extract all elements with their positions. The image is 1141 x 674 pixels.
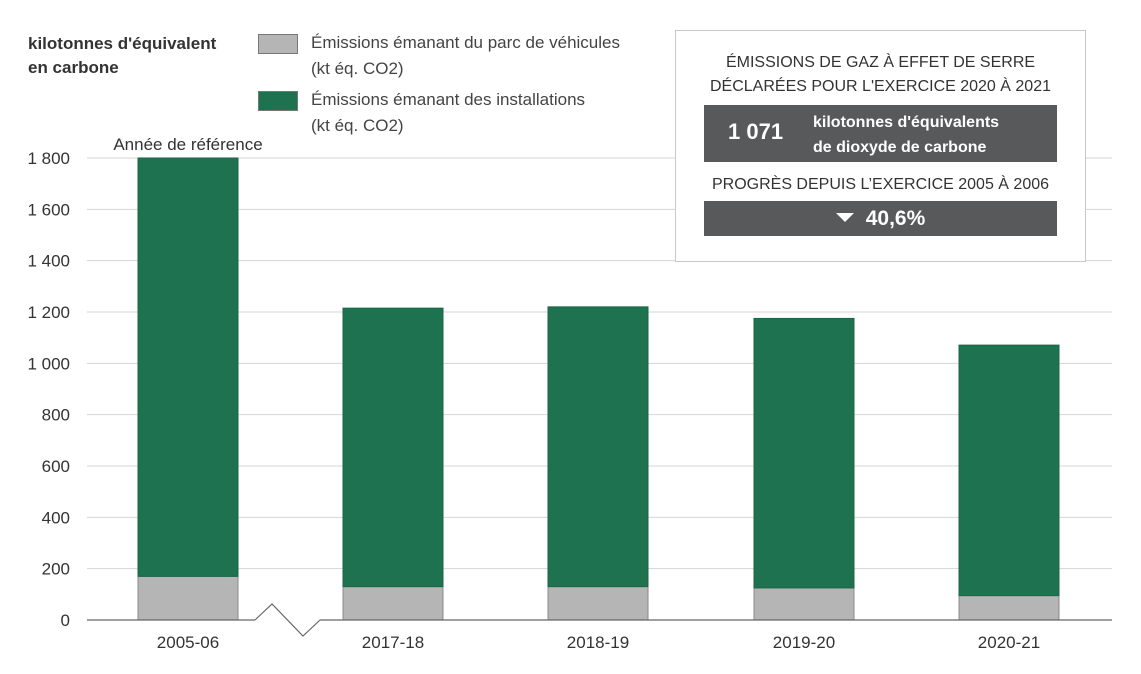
legend-label-installations-line1: Émissions émanant des installations xyxy=(311,90,586,109)
y-tick-label: 400 xyxy=(42,508,70,527)
total-emissions-unit-line2: de dioxyde de carbone xyxy=(813,139,987,156)
y-tick-label: 1 000 xyxy=(27,354,70,373)
bar-installations xyxy=(342,307,444,588)
x-axis xyxy=(87,603,1112,637)
x-tick-label: 2005-06 xyxy=(157,633,219,652)
y-axis-title-line2: en carbone xyxy=(28,58,119,77)
legend-item-installations: Émissions émanant des installations (kt … xyxy=(311,87,585,139)
y-axis-title: kilotonnes d'équivalent en carbone xyxy=(28,32,258,80)
bar-vehicles xyxy=(137,575,239,621)
y-tick-label: 0 xyxy=(61,611,70,630)
x-tick-label: 2017-18 xyxy=(362,633,424,652)
x-tick-labels: 2005-06 2017-18 2018-19 2019-20 2020-21 xyxy=(157,633,1040,652)
bar-vehicles xyxy=(342,586,444,621)
y-tick-label: 600 xyxy=(42,457,70,476)
legend-swatch-vehicles xyxy=(258,34,298,54)
axis-break-mark xyxy=(254,603,321,637)
y-tick-label: 1 600 xyxy=(27,200,70,219)
annotation-reference-year: Année de référence xyxy=(113,135,262,154)
summary-heading-line2: DÉCLARÉES POUR L'EXERCICE 2020 À 2021 xyxy=(710,78,1051,95)
y-tick-labels: 0 200 400 600 800 1 000 1 200 1 400 1 600 1 800 xyxy=(27,149,70,630)
legend-swatch-installations xyxy=(258,91,298,111)
y-tick-label: 1 800 xyxy=(27,149,70,168)
x-tick-label: 2020-21 xyxy=(978,633,1040,652)
y-tick-label: 1 200 xyxy=(27,303,70,322)
bar-vehicles xyxy=(958,595,1060,621)
progress-value-row: 40,6% xyxy=(704,207,1057,231)
summary-heading-line1: ÉMISSIONS DE GAZ À EFFET DE SERRE xyxy=(725,54,1036,71)
summary-heading: ÉMISSIONS DE GAZ À EFFET DE SERRE DÉCLAR… xyxy=(676,51,1085,99)
bar-installations xyxy=(753,317,855,589)
legend-label-installations-line2: (kt éq. CO2) xyxy=(311,116,404,135)
bar-vehicles xyxy=(547,586,649,621)
bars xyxy=(137,157,1060,621)
y-tick-label: 800 xyxy=(42,406,70,425)
total-emissions-unit-line1: kilotonnes d'équivalents xyxy=(813,114,1000,131)
legend-label-vehicles-line1: Émissions émanant du parc de véhicules xyxy=(311,33,620,52)
annotations: Année de référence xyxy=(113,135,262,154)
bar-vehicles xyxy=(753,587,855,621)
legend-label-vehicles-line2: (kt éq. CO2) xyxy=(311,59,404,78)
total-emissions-value: 1 071 xyxy=(728,119,784,144)
summary-box: ÉMISSIONS DE GAZ À EFFET DE SERRE DÉCLAR… xyxy=(675,30,1086,262)
bar-installations xyxy=(137,157,239,577)
y-axis-title-line1: kilotonnes d'équivalent xyxy=(28,34,217,53)
y-tick-label: 1 400 xyxy=(27,252,70,271)
progress-band: 40,6% xyxy=(704,201,1057,236)
x-tick-label: 2019-20 xyxy=(773,633,835,652)
y-tick-label: 200 xyxy=(42,560,70,579)
bar-installations xyxy=(958,344,1060,597)
bar-installations xyxy=(547,306,649,588)
x-tick-label: 2018-19 xyxy=(567,633,629,652)
legend-item-vehicles: Émissions émanant du parc de véhicules (… xyxy=(311,30,620,82)
progress-value: 40,6% xyxy=(865,207,926,230)
down-arrow-icon xyxy=(835,212,854,222)
total-emissions-unit: kilotonnes d'équivalents de dioxyde de c… xyxy=(813,110,999,160)
total-emissions-band: 1 071 kilotonnes d'équivalents de dioxyd… xyxy=(704,105,1057,162)
progress-heading: PROGRÈS DEPUIS L’EXERCICE 2005 À 2006 xyxy=(711,176,1050,193)
